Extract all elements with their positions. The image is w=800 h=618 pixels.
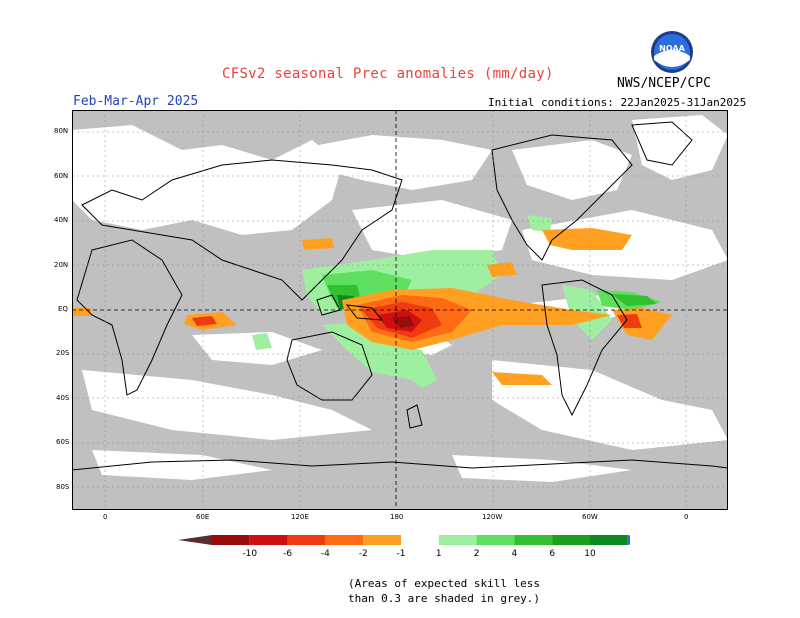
legend-swatch [212,535,250,545]
lat-label: 40S [56,394,70,402]
lat-label: EQ [58,305,68,313]
legend-label: 2 [474,549,480,559]
legend-swatch [401,535,439,545]
lat-label: 80N [54,127,69,135]
legend-swatch [325,535,364,545]
legend-swatch [287,535,326,545]
lon-label: 120E [291,513,309,521]
lat-label: 60S [56,438,70,446]
lat-label: 40N [54,216,69,224]
legend-label: 1 [436,549,442,559]
lon-label: 180 [390,513,404,521]
negative-anomalies [72,228,672,385]
legend-label: -6 [283,549,292,559]
legend-swatch [363,535,401,545]
map-frame [72,110,728,510]
legend-label: -4 [321,549,330,559]
legend-swatch [552,535,590,545]
legend-arrow-left [178,535,212,545]
lon-label: 0 [684,513,689,521]
lon-label: 60W [582,513,598,521]
legend-swatch [249,535,288,545]
legend-arrow-right [627,535,630,545]
footnote-line1: (Areas of expected skill less [348,577,541,590]
legend-label: -1 [397,549,406,559]
equator-dateline [72,110,728,510]
graticule [72,110,728,510]
footnote: (Areas of expected skill less than 0.3 a… [348,576,540,606]
legend-swatch [476,535,515,545]
legend-swatch [590,535,628,545]
color-legend: -10 -6 -4 -2 -1 1 2 4 6 10 [178,535,630,559]
legend-swatch [438,535,477,545]
coastlines [72,121,728,471]
map-title: CFSv2 seasonal Prec anomalies (mm/day) [222,66,554,82]
footnote-line2: than 0.3 are shaded in grey.) [348,592,541,605]
lon-label: 0 [103,513,108,521]
legend-label: 10 [584,549,596,559]
legend-label: 4 [512,549,518,559]
initial-conditions: Initial conditions: 22Jan2025-31Jan2025 [488,96,747,109]
anomaly-map [72,110,728,510]
legend-label: 6 [549,549,555,559]
lon-label: 120W [482,513,503,521]
logo-text: NOAA [659,44,685,53]
lat-label: 60N [54,172,69,180]
lat-label: 20S [56,349,70,357]
agency-label: NWS/NCEP/CPC [617,76,711,91]
legend-label: -10 [242,549,257,559]
legend-label: -2 [359,549,368,559]
season-label: Feb-Mar-Apr 2025 [73,94,199,109]
lat-label: 80S [56,483,70,491]
noaa-logo: NOAA [650,30,694,74]
lat-label: 20N [54,261,69,269]
skillful-areas [72,115,728,482]
lon-label: 60E [196,513,210,521]
legend-swatch [514,535,553,545]
